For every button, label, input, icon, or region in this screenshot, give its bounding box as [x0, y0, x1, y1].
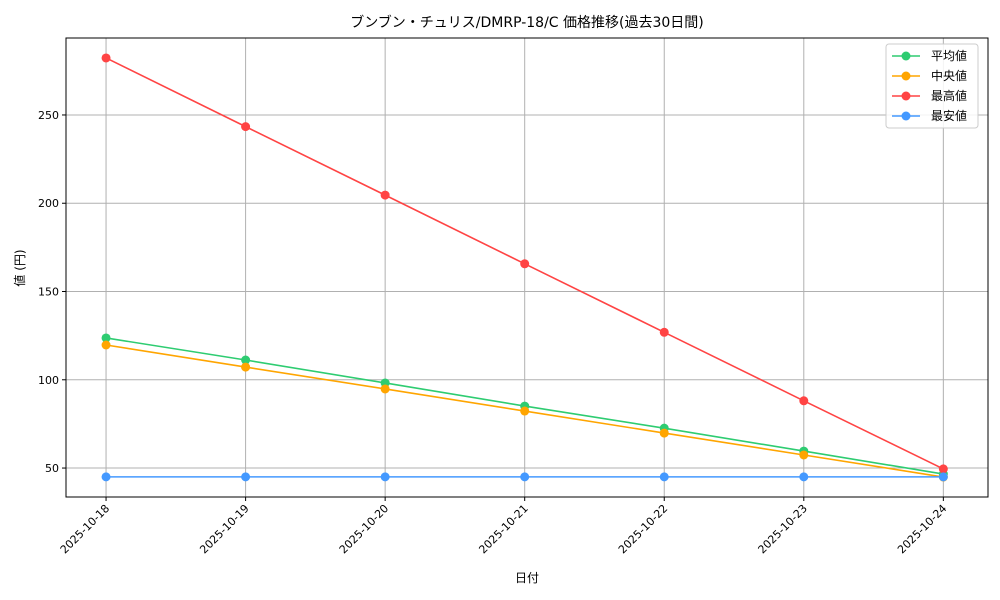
x-tick-label: 2025-10-22 — [616, 502, 670, 556]
data-point — [101, 340, 111, 350]
data-point — [520, 472, 530, 482]
data-point — [101, 472, 111, 482]
plot-frame — [65, 37, 989, 498]
data-point — [520, 406, 530, 416]
data-point — [659, 472, 669, 482]
data-point — [938, 472, 948, 482]
data-point — [938, 464, 948, 474]
data-point — [659, 428, 669, 438]
data-point — [380, 472, 390, 482]
data-point — [241, 122, 251, 132]
y-axis-label: 値 (円) — [12, 249, 27, 286]
x-tick-label: 2025-10-18 — [58, 502, 112, 556]
y-tick-label: 100 — [38, 374, 59, 387]
data-point — [799, 396, 809, 406]
y-tick-label: 50 — [45, 462, 59, 475]
x-tick-label: 2025-10-23 — [756, 502, 810, 556]
data-point — [241, 355, 251, 365]
x-tick-label: 2025-10-19 — [197, 502, 251, 556]
data-point — [241, 472, 251, 482]
data-point — [241, 362, 251, 372]
x-tick-label: 2025-10-20 — [337, 502, 391, 556]
chart-title: ブンブン・チュリス/DMRP-18/C 価格推移(過去30日間) — [350, 14, 704, 31]
data-point — [101, 53, 111, 63]
y-tick-label: 250 — [38, 109, 59, 122]
legend-label: 最安値 — [931, 108, 967, 123]
legend-marker — [901, 71, 911, 81]
legend-label: 平均値 — [931, 48, 967, 63]
legend-marker — [901, 51, 911, 61]
data-point — [659, 327, 669, 337]
data-point — [799, 472, 809, 482]
data-point — [520, 259, 530, 269]
legend-marker — [901, 91, 911, 101]
x-tick-label: 2025-10-24 — [895, 502, 949, 556]
data-point — [101, 333, 111, 343]
legend-marker — [901, 111, 911, 121]
data-point — [799, 450, 809, 460]
data-point — [380, 190, 390, 200]
legend-label: 中央値 — [931, 68, 967, 83]
legend-box — [885, 43, 979, 129]
legend-label: 最高値 — [931, 88, 967, 103]
y-tick-label: 150 — [38, 286, 59, 299]
x-tick-label: 2025-10-21 — [476, 502, 530, 556]
data-point — [380, 384, 390, 394]
y-tick-label: 200 — [38, 197, 59, 210]
x-axis-label: 日付 — [515, 571, 539, 585]
